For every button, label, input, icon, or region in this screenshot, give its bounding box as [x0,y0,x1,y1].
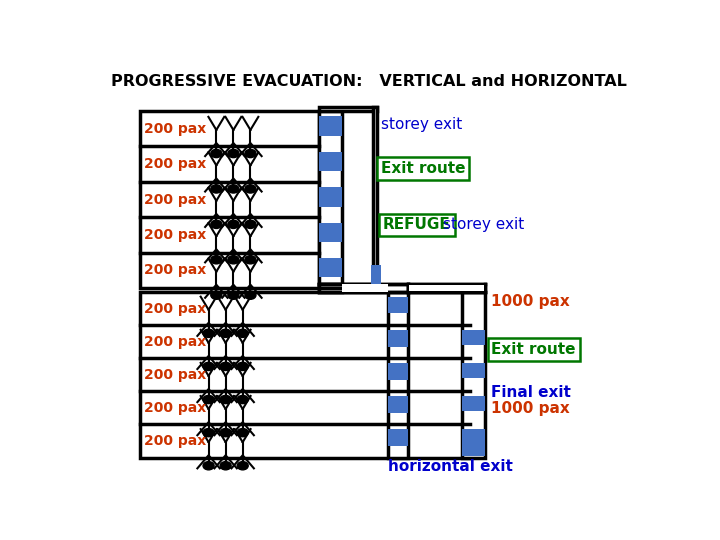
Text: 200 pax: 200 pax [144,335,207,349]
Text: Exit route: Exit route [381,161,465,176]
Bar [462,330,485,345]
Circle shape [245,150,256,158]
Text: 200 pax: 200 pax [144,264,207,278]
Bar [319,107,377,111]
Circle shape [211,185,222,193]
Circle shape [211,150,222,158]
Text: PROGRESSIVE EVACUATION:   VERTICAL and HORIZONTAL: PROGRESSIVE EVACUATION: VERTICAL and HOR… [111,74,627,89]
Bar [319,284,408,292]
Circle shape [228,220,239,228]
Bar [388,292,408,457]
Text: horizontal exit: horizontal exit [388,459,513,474]
Bar [408,284,485,292]
Circle shape [228,291,239,299]
Circle shape [211,220,222,228]
Circle shape [203,462,214,470]
Circle shape [220,329,231,338]
Bar [462,363,485,378]
Circle shape [203,429,214,437]
Text: 200 pax: 200 pax [144,122,207,136]
Circle shape [203,362,214,370]
Text: 200 pax: 200 pax [144,401,207,415]
Circle shape [220,429,231,437]
Text: 200 pax: 200 pax [144,434,207,448]
Text: 1000 pax: 1000 pax [492,401,570,416]
Circle shape [211,255,222,264]
Circle shape [245,220,256,228]
Circle shape [220,362,231,370]
Bar [408,285,485,291]
Bar [388,363,408,380]
Bar [388,429,408,446]
Bar [319,187,342,207]
Text: storey exit: storey exit [381,117,462,132]
Circle shape [211,291,222,299]
Bar [319,152,342,171]
Circle shape [245,255,256,264]
Circle shape [228,255,239,264]
Bar [373,107,377,284]
Bar [388,396,408,413]
Text: Final exit: Final exit [492,384,572,400]
Bar [319,284,342,292]
Bar [371,265,381,284]
Text: 200 pax: 200 pax [144,157,207,171]
Text: 200 pax: 200 pax [144,301,207,315]
Circle shape [237,362,248,370]
Text: REFUGE: REFUGE [383,218,451,232]
Bar [462,429,485,444]
Bar [319,258,342,278]
Bar [342,284,388,292]
Bar [319,222,342,242]
Text: 200 pax: 200 pax [144,193,207,206]
Circle shape [237,329,248,338]
Circle shape [220,395,231,403]
Bar [140,111,319,288]
Bar [319,111,342,288]
Bar [319,116,342,136]
Circle shape [203,395,214,403]
Text: Exit route: Exit route [492,342,576,357]
Bar [462,396,485,411]
Text: 1000 pax: 1000 pax [492,294,570,309]
Bar [140,292,469,457]
Text: 200 pax: 200 pax [144,368,207,382]
Circle shape [237,429,248,437]
Bar [388,330,408,347]
Circle shape [203,329,214,338]
Circle shape [245,185,256,193]
Circle shape [237,462,248,470]
Circle shape [228,150,239,158]
Bar [388,297,408,314]
Circle shape [220,462,231,470]
Circle shape [245,291,256,299]
Text: storey exit: storey exit [444,218,525,232]
Text: 200 pax: 200 pax [144,228,207,242]
Circle shape [237,395,248,403]
Bar [462,444,485,456]
Bar [462,292,485,457]
Circle shape [228,185,239,193]
